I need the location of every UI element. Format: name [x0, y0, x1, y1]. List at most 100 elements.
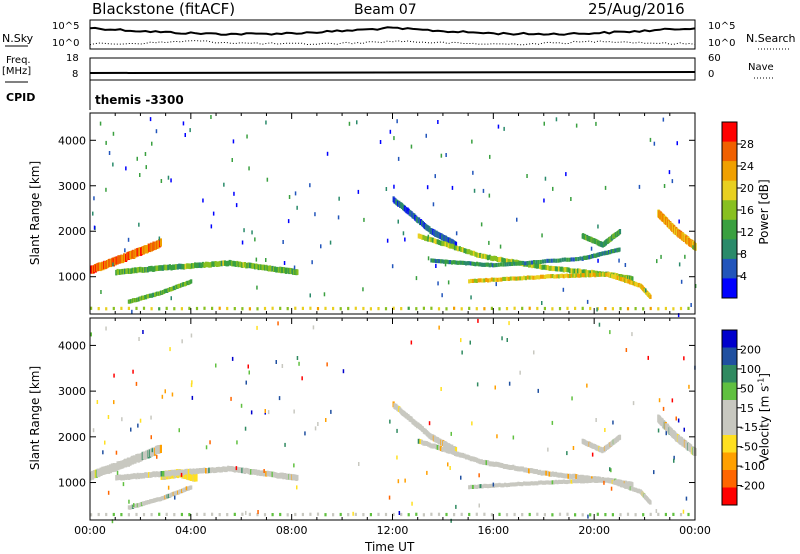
- data-cell-p0-b5: [455, 260, 458, 265]
- data-cell-p0-b6: [557, 274, 561, 279]
- data-cell-p0-b9: [127, 306, 130, 310]
- data-cell-p0-b1: [176, 264, 179, 270]
- noise-cell-p0: [415, 276, 418, 281]
- data-cell-p1-b5: [546, 470, 550, 476]
- data-cell-p1-b9: [468, 512, 471, 517]
- data-cell-p1-b5: [581, 474, 584, 480]
- data-cell-p0-b6: [487, 278, 490, 283]
- data-cell-p0-b4: [433, 238, 436, 244]
- data-cell-p0-b6: [513, 276, 516, 281]
- noise-cell-p0: [575, 123, 578, 128]
- data-cell-p1-b5: [567, 473, 570, 479]
- noise-cell-p0: [356, 120, 358, 125]
- noise-cell-p1: [411, 501, 413, 506]
- data-cell-p0-b1: [205, 261, 208, 268]
- data-cell-p1-b5: [502, 463, 505, 469]
- noise-cell-p0: [397, 219, 399, 224]
- noise-cell-p0: [660, 254, 662, 259]
- data-cell-p0-b9: [347, 306, 350, 311]
- data-cell-p1-b6: [587, 478, 591, 483]
- data-cell-p1-b9: [679, 513, 683, 517]
- data-cell-p0-b5: [561, 257, 564, 262]
- colorbar-tick-label: 28: [740, 138, 754, 151]
- data-cell-p0-b9: [294, 306, 297, 310]
- data-cell-p0-b4: [564, 267, 567, 272]
- data-cell-p1-b2: [231, 466, 234, 472]
- noise-cell-p0: [447, 280, 450, 285]
- data-cell-p1-b5: [594, 476, 597, 482]
- data-cell-p1-b6: [550, 480, 553, 485]
- data-cell-p1-b1: [195, 473, 198, 482]
- noise-cell-p1: [190, 333, 193, 338]
- data-cell-p0-b4: [488, 254, 491, 260]
- noise-cell-p0: [435, 264, 437, 268]
- data-cell-p1-b2: [201, 467, 205, 474]
- colorbar-swatch: [722, 347, 737, 366]
- data-cell-p1-b6: [541, 480, 545, 485]
- data-cell-p0-b6: [470, 278, 473, 283]
- data-cell-p1-b5: [550, 471, 553, 477]
- data-cell-p1-b2: [216, 467, 219, 473]
- data-cell-p1-b9: [604, 513, 607, 517]
- data-cell-p1-b2: [232, 466, 235, 472]
- noise-cell-p0: [309, 293, 311, 298]
- data-cell-p0-b5: [490, 262, 493, 267]
- data-cell-p1-b2: [219, 467, 222, 473]
- data-cell-p0-b9: [657, 307, 660, 311]
- data-cell-p0-b6: [528, 275, 531, 280]
- data-cell-p0-b4: [420, 234, 424, 240]
- noise-cell-p0: [184, 133, 186, 137]
- data-cell-p1-b6: [548, 480, 551, 485]
- data-cell-p1-b2: [270, 471, 273, 477]
- data-cell-p0-b9: [407, 306, 410, 310]
- noise-cell-p0: [624, 263, 627, 267]
- noise-cell-p1: [245, 380, 247, 385]
- data-cell-p0-b4: [452, 244, 455, 250]
- data-cell-p0-b4: [510, 258, 513, 264]
- data-cell-p0-b5: [517, 261, 520, 266]
- noise-cell-p1: [410, 340, 413, 345]
- noise-cell-p1: [150, 435, 152, 440]
- data-cell-p0-b1: [228, 259, 231, 266]
- data-cell-p1-b5: [545, 470, 548, 476]
- data-cell-p1-b2: [274, 472, 277, 478]
- data-cell-p1-b2: [203, 467, 206, 474]
- noise-cell-p0: [255, 257, 258, 262]
- ytick-label: 2000: [58, 431, 86, 444]
- nsky-label: N.Sky: [2, 32, 34, 45]
- data-cell-p0-b5: [431, 258, 435, 263]
- data-cell-p0-b4: [591, 269, 594, 275]
- noise-cell-p0: [265, 258, 267, 262]
- ytick-label: 4000: [58, 134, 86, 147]
- data-cell-p0-b5: [469, 261, 472, 266]
- data-cell-p1-b2: [127, 474, 130, 480]
- data-cell-p0-b1: [203, 262, 206, 268]
- data-cell-p0-b5: [577, 257, 580, 262]
- noise-cell-p1: [461, 350, 463, 355]
- data-cell-p1-b9: [536, 512, 539, 516]
- freq-tick-bottom: 8: [72, 69, 79, 80]
- data-cell-p0-b6: [550, 274, 553, 279]
- data-cell-p0-b5: [488, 263, 491, 268]
- data-cell-p0-b5: [574, 257, 578, 262]
- data-cell-p1-b2: [276, 473, 279, 479]
- noise-cell-p1: [296, 485, 298, 490]
- noise-cell-p1: [610, 486, 613, 491]
- data-cell-p0-b6: [565, 273, 568, 278]
- noise-cell-p1: [250, 410, 253, 415]
- data-cell-p0-b1: [125, 268, 128, 274]
- data-cell-p0-b9: [611, 307, 614, 311]
- data-cell-p0-b4: [477, 253, 480, 258]
- noise-cell-p1: [240, 403, 243, 408]
- data-cell-p0-b1: [120, 269, 123, 275]
- data-cell-p0-b6: [534, 275, 537, 280]
- noise-cell-p0: [251, 230, 253, 235]
- noise-cell-p1: [135, 381, 138, 386]
- data-cell-p0-b1: [165, 264, 168, 271]
- data-cell-p0-b5: [461, 260, 464, 265]
- noise-cell-p0: [151, 141, 153, 146]
- data-cell-p1-b6: [581, 479, 584, 484]
- data-cell-p1-b2: [137, 473, 141, 480]
- xtick-label: 16:00: [477, 524, 509, 537]
- data-cell-p0-b1: [151, 266, 154, 272]
